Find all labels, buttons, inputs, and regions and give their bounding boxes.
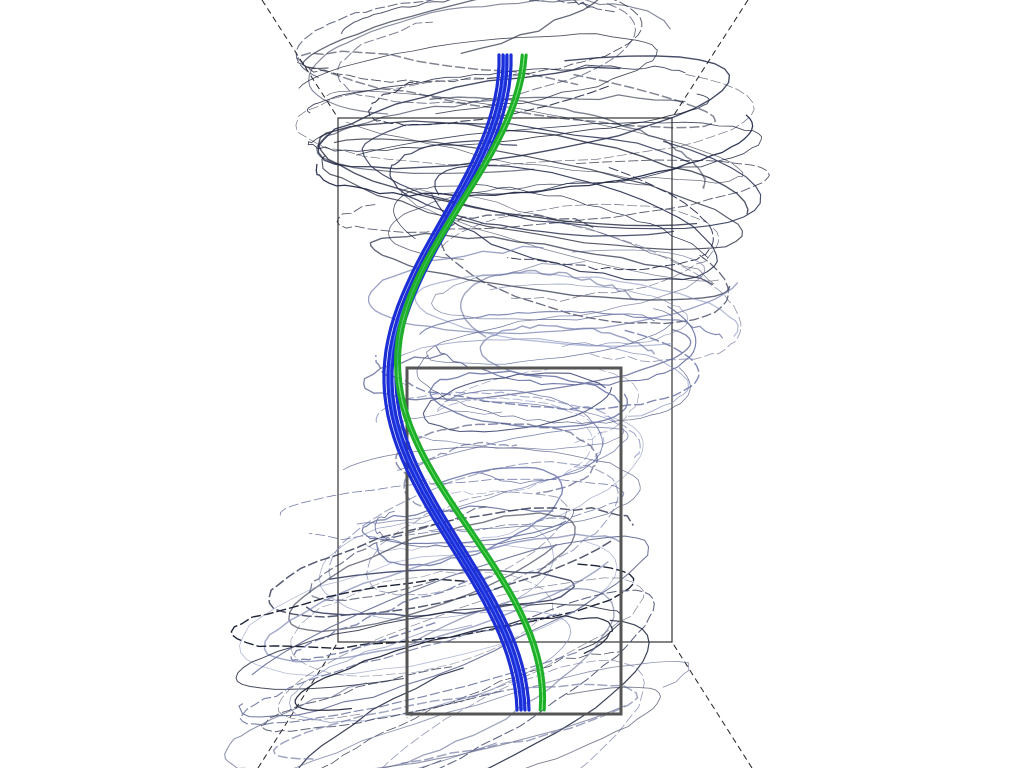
room-edge-top-left <box>261 0 339 119</box>
streamline <box>356 426 629 525</box>
streamline <box>224 682 626 768</box>
streamline <box>414 272 739 347</box>
green-tube-highlight <box>396 54 544 711</box>
streamline <box>230 563 635 650</box>
streamline <box>321 138 743 251</box>
streamline <box>428 370 629 428</box>
streamline <box>295 74 755 166</box>
streamline <box>295 0 643 83</box>
streamline <box>439 589 655 768</box>
streamline <box>416 354 691 424</box>
streamline <box>288 609 572 723</box>
streamline <box>268 507 634 618</box>
streamline <box>336 159 770 233</box>
streamline <box>294 615 614 711</box>
blue-tube-highlight <box>389 55 524 711</box>
green-tube <box>393 53 543 712</box>
streamline <box>363 328 692 401</box>
streamline <box>263 533 623 663</box>
green-tube <box>397 53 547 712</box>
streamline <box>422 372 613 433</box>
streamline <box>277 577 645 721</box>
streamline <box>260 666 502 733</box>
streamline <box>359 415 644 552</box>
streamline <box>328 461 619 595</box>
streamline <box>293 660 690 768</box>
streamline <box>394 422 599 495</box>
streamline <box>507 166 714 271</box>
blue-tube <box>390 53 527 712</box>
streamline <box>315 114 754 198</box>
streamline <box>426 308 674 365</box>
streamline <box>389 140 674 237</box>
streamline <box>306 64 686 114</box>
streamline <box>381 659 645 768</box>
streamline <box>298 619 650 768</box>
streamline <box>315 94 686 174</box>
streamline <box>295 0 615 79</box>
streamline <box>525 686 662 768</box>
blue-tube <box>386 53 523 712</box>
streamline <box>441 203 720 302</box>
streamline <box>308 0 671 115</box>
streamline <box>326 90 744 184</box>
blue-tube <box>382 53 519 712</box>
streamline <box>288 512 576 633</box>
room-edge-bottom-right <box>671 641 753 768</box>
room-edge-top-right <box>671 0 749 119</box>
streamline <box>419 310 724 339</box>
streamline <box>375 329 700 411</box>
streamline <box>235 602 623 690</box>
streamline <box>238 612 577 726</box>
streamline <box>290 572 499 662</box>
inner-box-rect <box>405 366 623 716</box>
streamline <box>431 249 706 321</box>
streamline <box>302 0 599 70</box>
streamline <box>361 505 567 545</box>
streamline <box>479 324 656 379</box>
streamline <box>361 122 762 230</box>
highlight-tubes <box>382 53 547 712</box>
streamline <box>374 510 574 548</box>
streamline <box>368 81 609 127</box>
streamline <box>380 587 615 768</box>
streamline <box>489 283 688 348</box>
streamline <box>429 96 706 189</box>
streamline <box>388 180 651 260</box>
room-edge-bottom-left <box>257 641 339 768</box>
streamline <box>459 269 638 338</box>
streamline <box>400 187 719 285</box>
streamline <box>425 419 594 495</box>
inner-box-outline <box>405 366 623 716</box>
streamline <box>435 305 697 386</box>
streamline <box>337 3 636 104</box>
streamline <box>317 120 749 227</box>
streamline <box>272 683 639 765</box>
streamline <box>439 214 730 325</box>
streamline <box>298 33 658 115</box>
streamline <box>317 55 731 170</box>
streamline <box>309 506 487 602</box>
streamline <box>342 446 641 533</box>
streamline <box>444 389 604 484</box>
streamline <box>436 367 640 444</box>
streamline <box>341 0 594 35</box>
